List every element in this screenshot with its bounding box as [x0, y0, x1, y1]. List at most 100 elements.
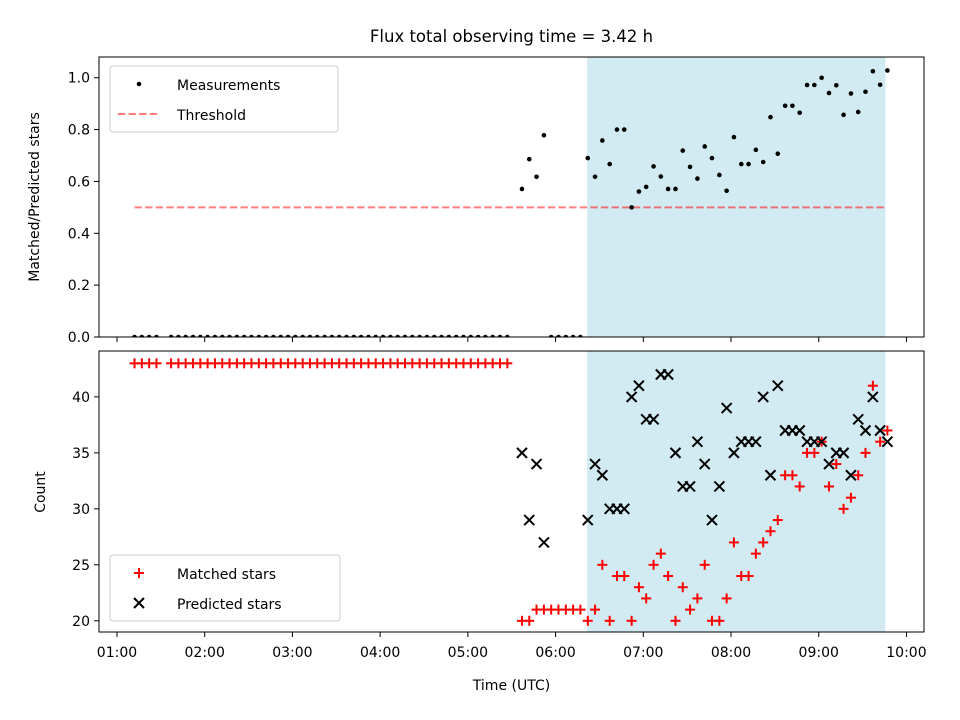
predicted-star-point — [764, 469, 777, 481]
measurement-point — [293, 334, 298, 337]
bottom-axis-ticks: 01:00 02:00 03:00 04:00 05:00 06:00 07:00 08:00… — [72, 390, 926, 661]
predicted-star-point — [625, 391, 638, 403]
measurement-point — [746, 161, 751, 167]
measurement-point — [658, 174, 664, 179]
measurement-point — [702, 144, 708, 149]
matched-star-point — [758, 537, 769, 548]
matched-star-point — [794, 481, 805, 492]
measurement-point — [548, 334, 554, 337]
measurement-point — [212, 334, 218, 337]
matched-star-point — [750, 548, 761, 559]
predicted-star-point — [867, 391, 879, 403]
matched-star-point — [743, 571, 754, 582]
cross-b — [852, 413, 864, 425]
matched-star-point — [626, 615, 637, 626]
measurement-point — [490, 334, 495, 337]
measurement-point — [336, 334, 342, 337]
cross-b — [538, 536, 550, 549]
measurement-point — [526, 156, 532, 162]
legend-threshold-label: Threshold — [176, 108, 246, 124]
measurement-point — [285, 334, 291, 337]
x-tick-label: 02:00 — [185, 645, 225, 661]
measurement-point — [643, 184, 649, 190]
predicted-star-point — [874, 424, 886, 437]
predicted-star-point — [837, 447, 850, 459]
measurement-point — [578, 334, 583, 337]
chart-title: Flux total observing time = 3.42 h — [370, 27, 653, 46]
top-y-tick-label: 1.0 — [68, 71, 90, 87]
matched-star-point — [575, 604, 586, 615]
measurement-point — [219, 334, 225, 337]
measurement-point — [329, 334, 335, 337]
measurement-point — [431, 334, 437, 337]
measurement-point — [417, 334, 422, 337]
measurement-point — [731, 134, 737, 140]
top-y-tick-label: 0.8 — [68, 123, 90, 139]
matched-star-point — [670, 615, 681, 626]
predicted-star-point — [750, 435, 762, 448]
cross-b — [713, 480, 726, 493]
bottom-panel: 01:00 02:00 03:00 04:00 05:00 06:00 07:00 08:00… — [33, 350, 927, 694]
predicted-star-point — [662, 368, 674, 381]
matched-star-point — [772, 515, 783, 526]
measurement-point — [190, 334, 196, 337]
predicted-star-point — [684, 480, 696, 493]
measurement-point — [768, 114, 773, 120]
matched-star-point — [721, 593, 732, 604]
predicted-stars-points — [516, 368, 894, 549]
predicted-star-point — [538, 536, 550, 549]
measurement-point — [629, 205, 634, 210]
predicted-star-point — [633, 379, 645, 392]
matched-star-point — [597, 559, 608, 570]
x-tick-label: 03:00 — [272, 645, 312, 661]
x-tick-label: 10:00 — [886, 645, 926, 661]
measurement-point — [665, 186, 671, 192]
measurement-point — [278, 334, 284, 337]
predicted-star-point — [815, 435, 828, 448]
predicted-star-point — [772, 379, 784, 392]
measurement-point — [804, 82, 810, 88]
measurement-point — [541, 132, 547, 138]
predicted-star-point — [845, 469, 857, 481]
matched-star-point — [663, 571, 674, 582]
measurement-point — [826, 90, 832, 96]
matched-star-point — [845, 492, 856, 503]
measurement-point — [651, 164, 656, 169]
predicted-star-point — [881, 435, 894, 448]
measurement-point — [797, 110, 803, 116]
measurement-point — [395, 334, 400, 337]
x-tick-label: 01:00 — [97, 645, 137, 661]
measurement-point — [132, 334, 137, 337]
predicted-star-point — [618, 503, 630, 515]
measurement-point — [782, 103, 788, 109]
measurement-point — [877, 82, 883, 88]
bottom-axes-frame — [98, 350, 925, 633]
matched-star-point — [619, 571, 630, 582]
cross-b — [133, 597, 145, 609]
predicted-star-point — [728, 447, 740, 459]
measurement-point — [570, 334, 576, 337]
legend-predicted-label: Predicted stars — [177, 597, 282, 613]
measurement-point — [198, 334, 203, 337]
measurement-point — [592, 174, 598, 180]
measurement-point — [241, 334, 247, 337]
measurement-point — [812, 82, 817, 88]
measurement-point — [388, 334, 393, 337]
predicted-star-point — [589, 458, 601, 470]
top-y-tick-label: 0.6 — [68, 174, 90, 190]
measurement-point — [855, 109, 861, 115]
measurement-point — [848, 91, 854, 96]
bottom-y-tick-label: 30 — [72, 502, 90, 518]
x-tick-label: 04:00 — [360, 645, 400, 661]
cross-b — [706, 514, 718, 526]
measurement-point — [300, 334, 305, 337]
x-axis-label: Time (UTC) — [472, 678, 550, 694]
matched-star-point — [787, 470, 798, 481]
matched-star-point — [590, 604, 601, 615]
measurement-point — [168, 334, 174, 337]
cross-b — [698, 458, 711, 470]
measurement-point — [519, 186, 525, 192]
measurement-point — [358, 334, 364, 337]
measurement-point — [556, 334, 561, 337]
